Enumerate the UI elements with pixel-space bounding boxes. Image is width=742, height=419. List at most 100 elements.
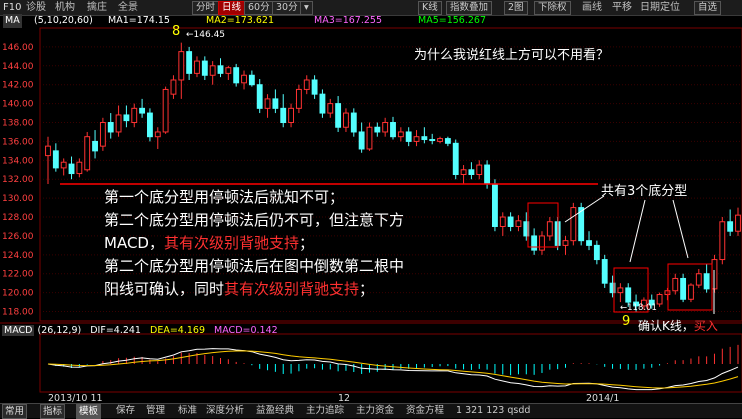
manage-button[interactable]: 管理 xyxy=(146,405,166,416)
period-60-button[interactable]: 60分 xyxy=(244,1,274,15)
dif-line xyxy=(47,348,739,391)
deep-analysis-button[interactable]: 深度分析 xyxy=(206,405,245,416)
price-panel-border xyxy=(39,27,742,322)
period-30-button[interactable]: 30分 xyxy=(272,1,302,15)
candle-body xyxy=(429,139,436,142)
candle-body xyxy=(225,67,232,74)
bottom-box-2 xyxy=(613,267,649,313)
candle-body xyxy=(531,235,538,251)
candle-body xyxy=(280,107,287,124)
candlestick-series xyxy=(45,42,741,312)
three-bottoms-text: 共有3个底分型 xyxy=(601,184,688,199)
candle-body xyxy=(366,126,373,150)
candle-body xyxy=(52,150,59,169)
candle-body xyxy=(131,107,138,124)
candle-body xyxy=(468,169,475,176)
bottom-box-1 xyxy=(527,202,559,248)
candle-body xyxy=(664,290,671,296)
dif-value: DIF=4.241 xyxy=(90,325,141,336)
period-daily-button[interactable]: 日线 xyxy=(218,1,246,15)
code-label[interactable]: F10 xyxy=(3,2,22,13)
arrow-to-box-1 xyxy=(564,195,605,223)
price-tick-label: 126.00 xyxy=(2,232,34,242)
candle-body xyxy=(546,221,553,237)
candle-body xyxy=(452,142,459,175)
main-force-track-button[interactable]: 主力追踪 xyxy=(306,405,345,416)
macd-panel-border xyxy=(39,333,742,393)
price-tick-label: 122.00 xyxy=(2,270,34,280)
menu-zhengu[interactable]: 诊股 xyxy=(26,2,46,13)
candle-body xyxy=(201,60,208,76)
macd-histogram xyxy=(55,344,739,376)
arrow-to-box-2 xyxy=(629,199,646,263)
candle-body xyxy=(358,131,365,150)
candle-body xyxy=(256,84,263,109)
candle-body xyxy=(217,65,224,74)
explanation-text: 第一个底分型用停顿法后就知不可； 第二个底分型用停顿法后仍不可，但注意下方 MA… xyxy=(104,186,444,301)
ma2-value: MA2=173.621 xyxy=(206,15,274,26)
candle-body xyxy=(578,207,585,242)
price-tick-label: 130.00 xyxy=(2,194,34,204)
standard-button[interactable]: 标准 xyxy=(178,405,198,416)
candle-body xyxy=(476,164,483,175)
candle-body xyxy=(507,216,514,227)
period-more-button[interactable]: ▾ xyxy=(300,1,313,15)
draw-line-button[interactable]: 画线 xyxy=(582,2,602,13)
classic-button[interactable]: 益盈经典 xyxy=(256,405,295,416)
candle-body xyxy=(233,67,240,84)
price-tick-label: 132.00 xyxy=(2,175,34,185)
explanation-line-1: 第一个底分型用停顿法后就知不可； xyxy=(104,188,345,206)
menu-quanjing[interactable]: 全景 xyxy=(118,2,138,13)
menu-qinzhuang[interactable]: 擒庄 xyxy=(87,2,107,13)
candle-body xyxy=(484,164,491,185)
macd-legend: MACD (26,12,9) DIF=4.241 DEA=4.169 MACD=… xyxy=(2,325,278,336)
two-chart-button[interactable]: 2图 xyxy=(504,1,528,15)
candle-body xyxy=(648,299,655,306)
candle-body xyxy=(327,103,334,114)
candle-body xyxy=(264,98,271,109)
index-overlay-button[interactable]: 指数叠加 xyxy=(446,1,493,15)
exright-button[interactable]: 下除权 xyxy=(534,1,571,15)
kline-button[interactable]: K线 xyxy=(418,1,442,15)
menu-jigou[interactable]: 机构 xyxy=(55,2,75,13)
dea-value: DEA=4.169 xyxy=(150,325,205,336)
arrow-to-box-3 xyxy=(672,199,689,259)
pan-button[interactable]: 平移 xyxy=(612,2,632,13)
candle-body xyxy=(343,112,349,128)
time-label-12: 12 xyxy=(338,393,351,404)
ma-legend: MA (5,10,20,60) MA1=174.15 MA2=173.621 M… xyxy=(0,14,742,28)
price-tick-label: 124.00 xyxy=(2,251,34,261)
candle-body xyxy=(303,79,310,90)
candle-body xyxy=(586,240,592,246)
fund-equation-button[interactable]: 资金方程 xyxy=(406,405,445,416)
candle-body xyxy=(99,122,106,147)
candle-body xyxy=(154,131,161,138)
explanation-line-3b: 阳线可确认，同时其有次级别背驰支持； xyxy=(104,280,375,298)
candle-body xyxy=(633,301,639,307)
explanation-line-2a: 第二个底分型用停顿法后仍不可，但注意下方 xyxy=(104,211,405,229)
explanation-line-2b: MACD，其有次级别背驰支持； xyxy=(104,234,314,252)
time-label-start: 2013/10 11 xyxy=(48,393,103,404)
price-tick-label: 118.00 xyxy=(2,308,34,318)
candle-body xyxy=(609,282,616,294)
period-fenshi-button[interactable]: 分时 xyxy=(192,1,220,15)
price-axis: 146.00 144.00 142.00 140.00 138.00 136.00 134.… xyxy=(2,43,34,318)
candle-body xyxy=(382,122,389,133)
candle-body xyxy=(60,161,67,169)
candle-body xyxy=(680,277,687,300)
macd-label[interactable]: MACD xyxy=(2,325,35,336)
candle-body xyxy=(515,220,522,227)
candle-body xyxy=(374,126,381,133)
price-tick-label: 134.00 xyxy=(2,156,34,166)
candle-body xyxy=(695,273,702,286)
save-button[interactable]: 保存 xyxy=(116,405,136,416)
main-force-fund-button[interactable]: 主力资金 xyxy=(356,405,395,416)
date-locate-button[interactable]: 日期定位 xyxy=(640,2,680,13)
candle-body xyxy=(272,98,279,109)
candle-body xyxy=(539,235,545,251)
ma5-value: MA5=156.267 xyxy=(418,15,486,26)
watchlist-button[interactable]: 自选 xyxy=(694,1,722,15)
candle-body xyxy=(319,93,326,114)
ma-label[interactable]: MA xyxy=(3,14,22,28)
price-tick-label: 138.00 xyxy=(2,119,34,129)
